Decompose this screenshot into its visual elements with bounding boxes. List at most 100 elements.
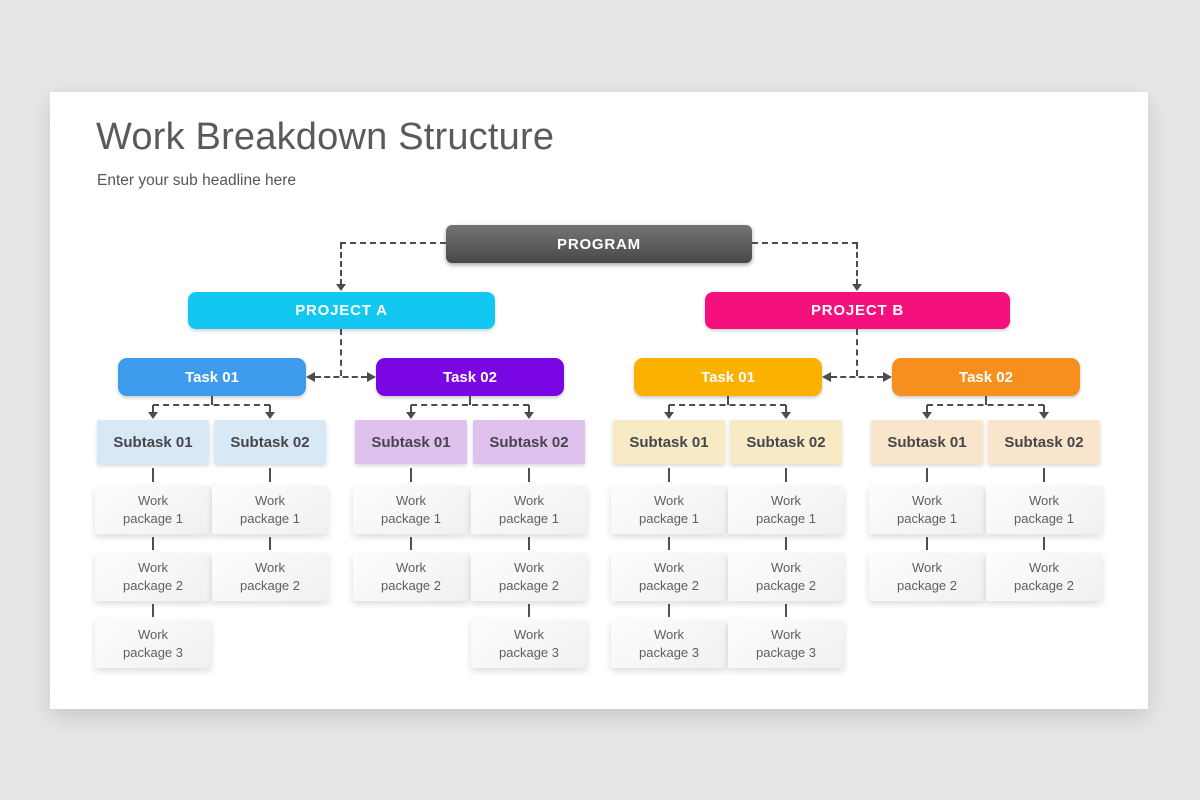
connector-tick xyxy=(528,468,530,482)
connector-tick xyxy=(1043,537,1045,550)
work-package-box: Work package 1 xyxy=(212,486,328,534)
work-package-label: Work package 2 xyxy=(123,560,183,593)
work-package-label: Work package 2 xyxy=(639,560,699,593)
work-package-label: Work package 2 xyxy=(1014,560,1074,593)
work-package-label: Work package 1 xyxy=(123,493,183,526)
connector-stem-project-b xyxy=(856,329,858,376)
work-package-label: Work package 3 xyxy=(639,627,699,660)
connector-tick xyxy=(410,468,412,482)
arrowhead-down-icon xyxy=(406,412,416,419)
work-package-box: Work package 2 xyxy=(212,553,328,601)
connector-tick xyxy=(410,537,412,550)
work-package-box: Work package 3 xyxy=(95,620,211,668)
work-package-label: Work package 1 xyxy=(1014,493,1074,526)
work-package-label: Work package 1 xyxy=(639,493,699,526)
subtask-box: Subtask 01 xyxy=(613,420,725,464)
task-box-a1: Task 01 xyxy=(118,358,306,396)
connector-bracket xyxy=(153,404,270,406)
work-package-box: Work package 3 xyxy=(611,620,727,668)
work-package-label: Work package 2 xyxy=(240,560,300,593)
connector-tick xyxy=(668,468,670,482)
connector-tick xyxy=(152,537,154,550)
work-package-label: Work package 2 xyxy=(897,560,957,593)
page-title: Work Breakdown Structure xyxy=(96,116,555,158)
connector-program-left xyxy=(340,242,446,244)
subtask-box: Subtask 01 xyxy=(355,420,467,464)
work-package-box: Work package 1 xyxy=(95,486,211,534)
connector-task-stub xyxy=(727,396,729,405)
work-package-label: Work package 1 xyxy=(240,493,300,526)
work-package-box: Work package 2 xyxy=(611,553,727,601)
connector-program-right xyxy=(752,242,858,244)
connector-bracket-drop xyxy=(410,405,412,413)
work-package-label: Work package 2 xyxy=(756,560,816,593)
connector-bracket-drop xyxy=(152,405,154,413)
work-package-label: Work package 1 xyxy=(499,493,559,526)
connector-tick xyxy=(926,468,928,482)
work-package-box: Work package 2 xyxy=(471,553,587,601)
connector-tick xyxy=(926,537,928,550)
subtask-box: Subtask 01 xyxy=(97,420,209,464)
work-package-box: Work package 1 xyxy=(986,486,1102,534)
work-package-box: Work package 2 xyxy=(986,553,1102,601)
work-package-label: Work package 3 xyxy=(499,627,559,660)
connector-task-stub xyxy=(469,396,471,405)
connector-split-b xyxy=(831,376,883,378)
work-package-box: Work package 1 xyxy=(471,486,587,534)
connector-tick xyxy=(269,468,271,482)
arrowhead-down-icon xyxy=(1039,412,1049,419)
subtask-box: Subtask 02 xyxy=(214,420,326,464)
connector-tick xyxy=(269,537,271,550)
connector-drop-project-a xyxy=(340,243,342,285)
project-b-box: PROJECT B xyxy=(705,292,1010,329)
arrowhead-right-icon xyxy=(367,372,376,382)
slide: Work Breakdown Structure Enter your sub … xyxy=(50,92,1148,709)
work-package-box: Work package 2 xyxy=(95,553,211,601)
subtask-box: Subtask 02 xyxy=(730,420,842,464)
task-box-b1: Task 01 xyxy=(634,358,822,396)
arrowhead-right-icon xyxy=(883,372,892,382)
arrowhead-down-icon xyxy=(852,284,862,291)
work-package-label: Work package 3 xyxy=(756,627,816,660)
work-package-box: Work package 2 xyxy=(353,553,469,601)
work-package-box: Work package 2 xyxy=(869,553,985,601)
connector-task-stub xyxy=(985,396,987,405)
subtask-box: Subtask 01 xyxy=(871,420,983,464)
arrowhead-down-icon xyxy=(265,412,275,419)
task-box-a2: Task 02 xyxy=(376,358,564,396)
project-a-box: PROJECT A xyxy=(188,292,495,329)
connector-bracket-drop xyxy=(528,405,530,413)
work-package-box: Work package 1 xyxy=(728,486,844,534)
connector-bracket-drop xyxy=(269,405,271,413)
work-package-box: Work package 1 xyxy=(353,486,469,534)
connector-bracket-drop xyxy=(926,405,928,413)
connector-tick xyxy=(528,604,530,617)
connector-tick xyxy=(785,468,787,482)
connector-tick xyxy=(1043,468,1045,482)
subtask-box: Subtask 02 xyxy=(988,420,1100,464)
arrowhead-down-icon xyxy=(148,412,158,419)
arrowhead-left-icon xyxy=(822,372,831,382)
connector-tick xyxy=(668,604,670,617)
connector-bracket xyxy=(411,404,529,406)
connector-drop-project-b xyxy=(856,243,858,285)
connector-tick xyxy=(152,604,154,617)
connector-bracket-drop xyxy=(1043,405,1045,413)
work-package-box: Work package 1 xyxy=(869,486,985,534)
connector-split-a xyxy=(315,376,367,378)
work-package-label: Work package 1 xyxy=(381,493,441,526)
connector-bracket xyxy=(669,404,786,406)
program-box: PROGRAM xyxy=(446,225,752,263)
connector-bracket-drop xyxy=(785,405,787,413)
work-package-box: Work package 3 xyxy=(471,620,587,668)
arrowhead-down-icon xyxy=(524,412,534,419)
work-package-label: Work package 2 xyxy=(499,560,559,593)
arrowhead-down-icon xyxy=(336,284,346,291)
work-package-box: Work package 3 xyxy=(728,620,844,668)
connector-task-stub xyxy=(211,396,213,405)
connector-bracket-drop xyxy=(668,405,670,413)
connector-tick xyxy=(528,537,530,550)
arrowhead-left-icon xyxy=(306,372,315,382)
work-package-label: Work package 2 xyxy=(381,560,441,593)
connector-bracket xyxy=(927,404,1044,406)
